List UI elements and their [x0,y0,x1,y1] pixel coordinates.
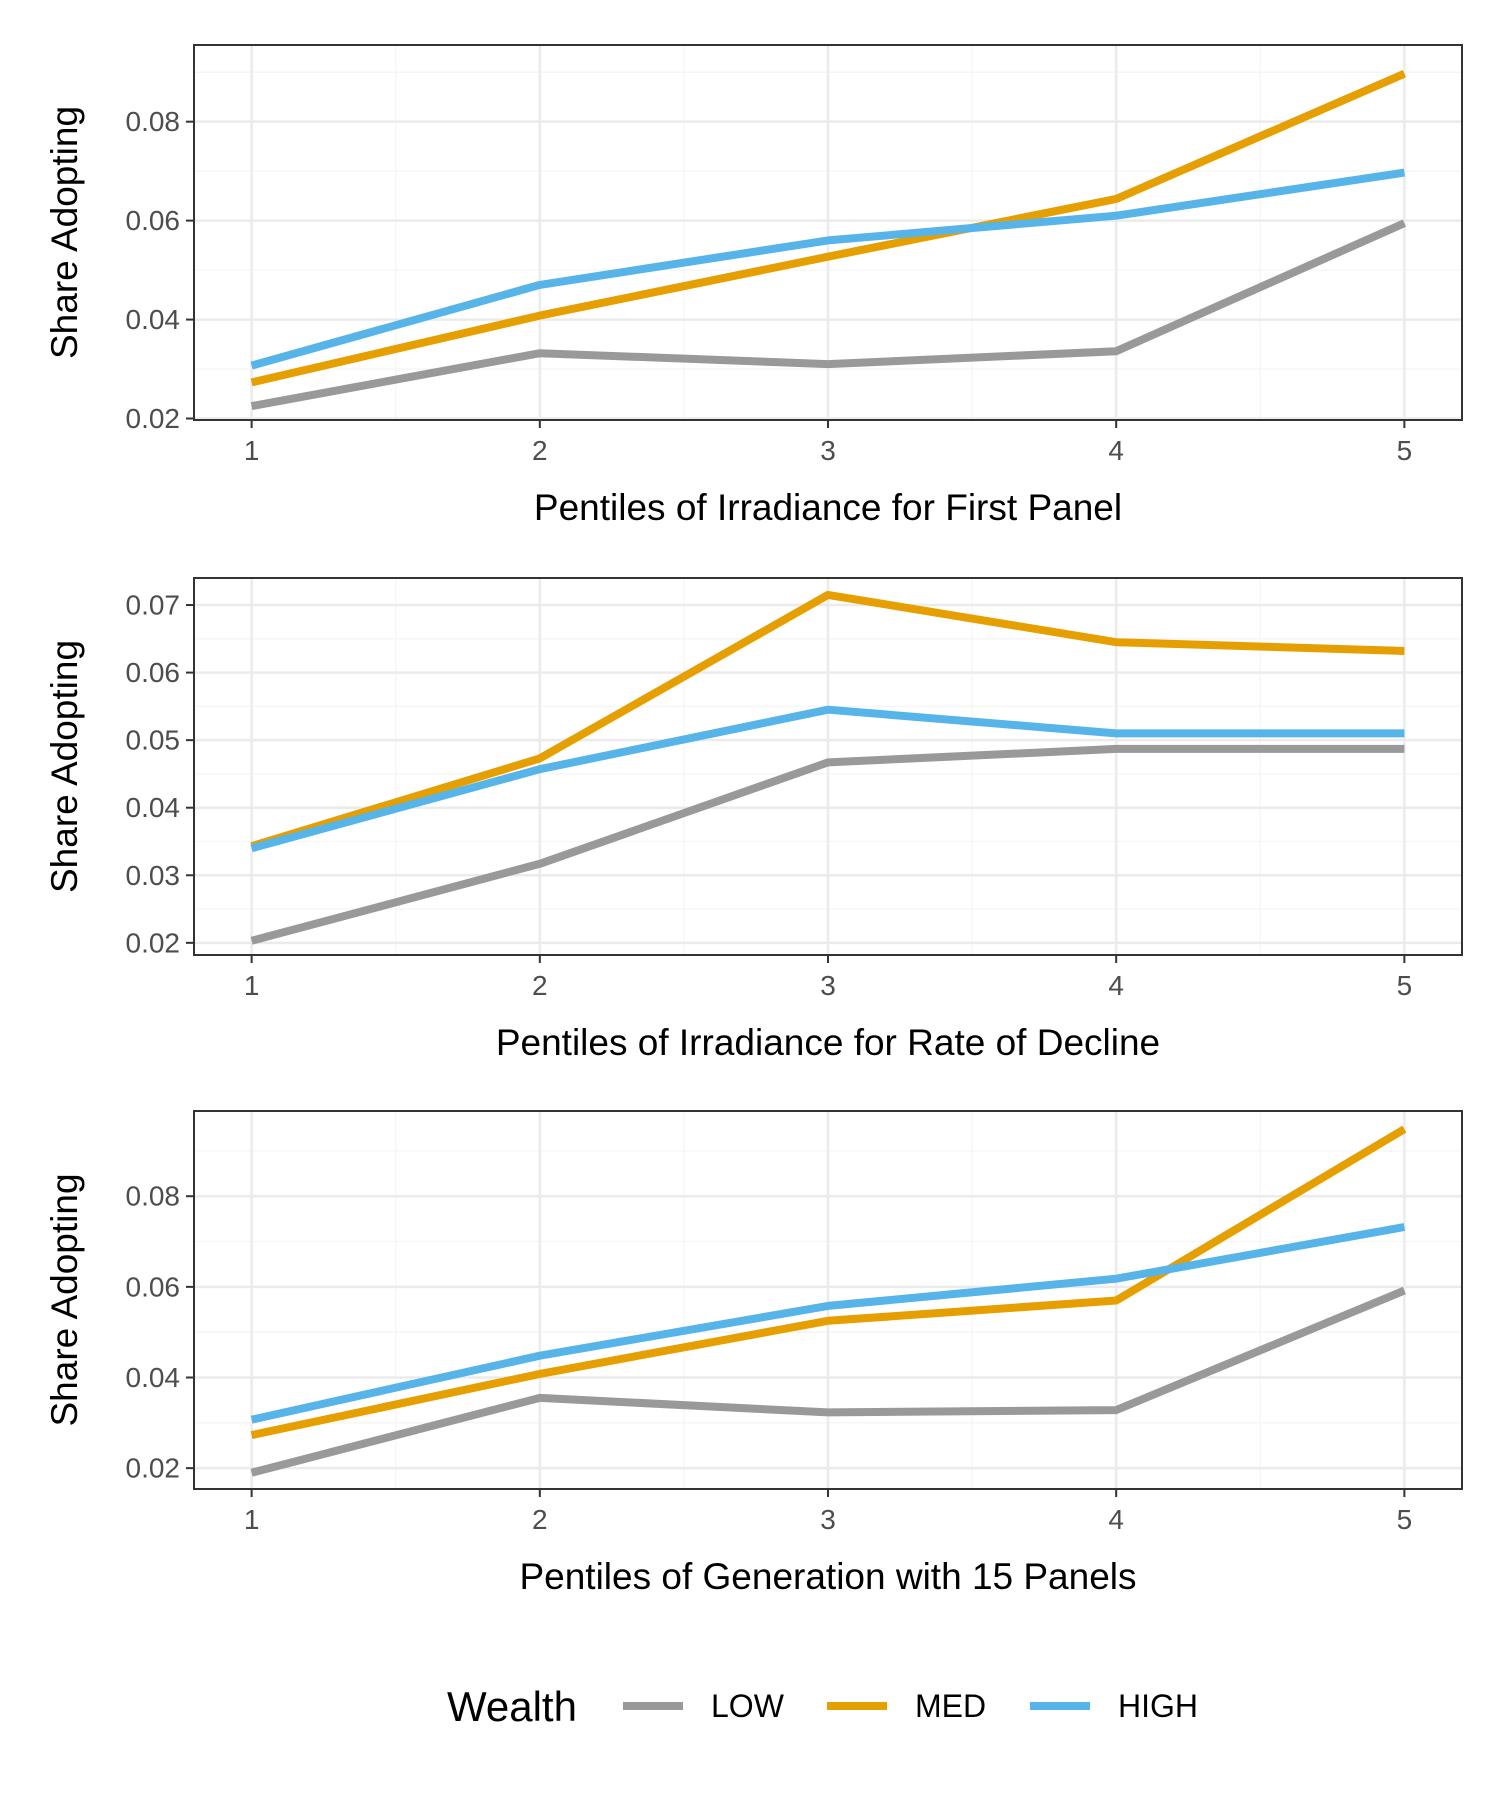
x-axis-title: Pentiles of Generation with 15 Panels [519,1556,1136,1597]
x-tick-label: 5 [1397,970,1413,1001]
y-tick-label: 0.03 [126,860,181,891]
y-tick-label: 0.06 [126,1271,181,1302]
legend: Wealth LOW MED HIGH [447,1683,1198,1730]
legend-label-med: MED [915,1688,986,1724]
x-tick-label: 3 [820,970,836,1001]
x-tick-label: 3 [820,1504,836,1535]
x-tick-label: 2 [532,970,548,1001]
y-tick-label: 0.02 [126,927,181,958]
x-tick-label: 1 [244,435,260,466]
series-line-med [250,1125,1407,1440]
y-axis-title: Share Adopting [44,106,85,359]
chart-panel-1: 0.02 0.04 0.06 0.08 1 2 3 4 5 Pentiles of Irradia… [44,44,1463,528]
y-tick-label: 0.04 [126,1362,181,1393]
y-tick-label: 0.04 [126,304,181,335]
x-tick-label: 3 [820,435,836,466]
y-tick-label: 0.06 [126,657,181,688]
y-tick-label: 0.07 [126,590,181,621]
series-line-high [250,705,1405,853]
panel-border [193,44,1463,421]
x-tick-label: 2 [532,435,548,466]
chart-panel-3: 0.02 0.04 0.06 0.08 1 2 3 4 5 Pentiles of Generat… [44,1110,1463,1597]
series-line-med [250,590,1405,851]
x-tick-label: 4 [1108,970,1124,1001]
series-line-low [250,744,1405,945]
x-axis-title: Pentiles of Irradiance for Rate of Decli… [496,1022,1160,1063]
x-axis-title: Pentiles of Irradiance for First Panel [534,487,1122,528]
y-axis-title: Share Adopting [44,640,85,893]
x-tick-label: 1 [244,1504,260,1535]
y-tick-label: 0.08 [126,1181,181,1212]
panel-border [193,577,1463,956]
panel-border [193,1110,1463,1490]
series-line-low [250,1286,1406,1477]
y-tick-label: 0.08 [126,106,181,137]
x-tick-label: 5 [1397,1504,1413,1535]
y-axis-title: Share Adopting [44,1173,85,1426]
x-tick-label: 4 [1108,435,1124,466]
legend-title: Wealth [447,1683,577,1730]
series-line-high [250,168,1405,370]
y-tick-label: 0.05 [126,725,181,756]
y-tick-label: 0.04 [126,792,181,823]
y-tick-label: 0.02 [126,403,181,434]
series-line-low [250,219,1407,411]
chart-panel-2: 0.02 0.03 0.04 0.05 0.06 0.07 1 2 3 4 5 Pentiles of… [44,577,1463,1063]
series-line-med [250,70,1406,387]
y-tick-label: 0.06 [126,205,181,236]
y-tick-label: 0.02 [126,1453,181,1484]
x-tick-label: 1 [244,970,260,1001]
legend-label-high: HIGH [1118,1688,1198,1724]
x-tick-label: 5 [1397,435,1413,466]
x-tick-label: 2 [532,1504,548,1535]
x-tick-label: 4 [1108,1504,1124,1535]
legend-label-low: LOW [711,1688,785,1724]
series-line-high [250,1223,1406,1424]
